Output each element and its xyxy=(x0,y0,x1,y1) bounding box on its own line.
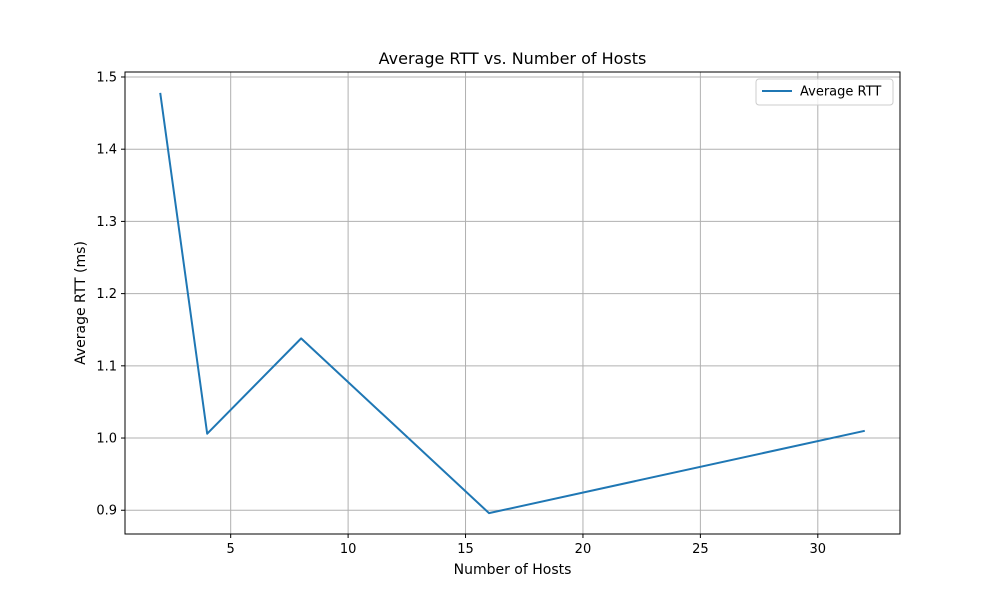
y-tick-label: 1.5 xyxy=(96,70,117,85)
x-tick-label: 20 xyxy=(575,542,592,557)
legend-box xyxy=(755,78,894,106)
data-point xyxy=(864,430,866,432)
series-line-average-rtt xyxy=(159,92,865,515)
chart-title: Average RTT vs. Number of Hosts xyxy=(379,49,647,68)
x-tick-label: 5 xyxy=(227,542,235,557)
grid xyxy=(125,72,900,534)
y-tick-label: 1.1 xyxy=(96,359,117,374)
x-tick-label: 15 xyxy=(457,542,474,557)
data-point xyxy=(159,92,161,94)
x-axis-label: Number of Hosts xyxy=(454,562,572,578)
y-tick-label: 1.0 xyxy=(96,432,117,447)
y-tick-label: 1.4 xyxy=(96,143,117,158)
y-tick-label: 0.9 xyxy=(96,504,117,519)
y-axis-label: Average RTT (ms) xyxy=(73,241,89,365)
plot-frame xyxy=(124,71,901,535)
legend: Average RTT xyxy=(755,78,894,106)
x-tick-label: 30 xyxy=(810,542,827,557)
y-tick-label: 1.3 xyxy=(96,215,117,230)
x-tick-label: 25 xyxy=(692,542,709,557)
data-point xyxy=(206,433,208,435)
ticks: 5 10 15 20 25 30 0.9 1.0 1.1 1.2 1.3 1.4 1.5 xyxy=(96,70,826,557)
legend-entry-average-rtt: Average RTT xyxy=(800,85,881,100)
series-layer xyxy=(159,92,866,515)
data-point xyxy=(488,512,490,514)
y-tick-label: 1.2 xyxy=(96,287,117,302)
x-tick-label: 10 xyxy=(340,542,357,557)
data-point xyxy=(300,337,302,339)
